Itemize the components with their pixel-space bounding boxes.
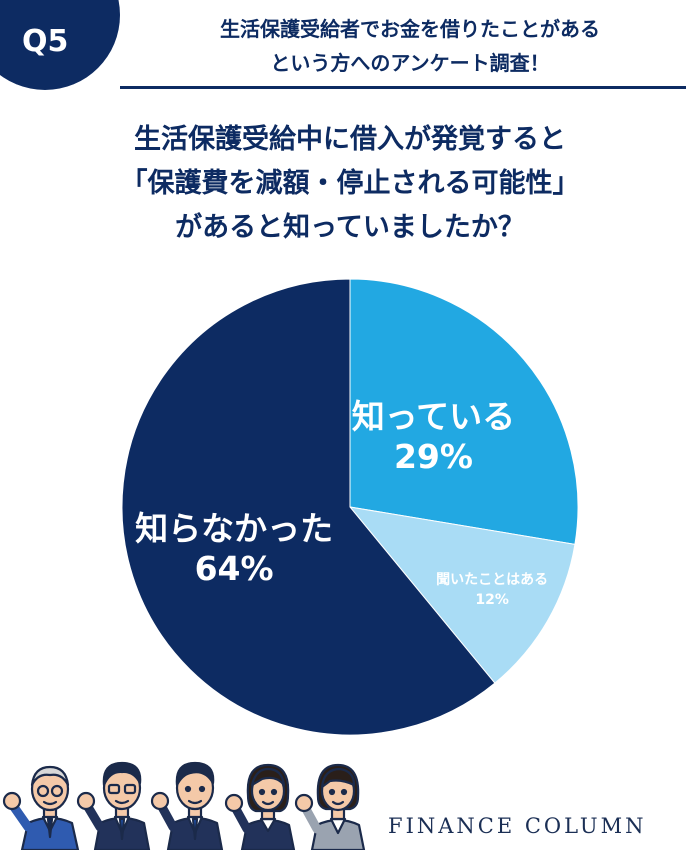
pie-slice-value-1: 29% (394, 437, 473, 476)
pie-slice-value-2: 12% (475, 592, 509, 608)
pie-slice-label-2: 聞いたことはある (436, 572, 548, 588)
pie-slice-2 (348, 506, 576, 684)
survey-title-line-2: という方へのアンケート調査！ (270, 51, 550, 75)
question-text: 生活保護受給中に借入が発覚すると 「保護費を減額・停止される可能性」 があると知… (0, 118, 700, 250)
question-line-3: があると知っていましたか？ (175, 212, 525, 243)
survey-title-line-1: 生活保護受給者でお金を借りたことがある (220, 17, 600, 41)
pie-slice-label-1: 知っている (352, 397, 515, 436)
question-line-2: 「保護費を減額・停止される可能性」 (120, 168, 580, 199)
pie-slice-3 (121, 278, 496, 736)
header-divider (120, 86, 686, 89)
person-2-icon (76, 761, 151, 850)
question-number: Q5 (22, 24, 69, 59)
pie-slice-1 (349, 278, 579, 545)
pie-slice-value-3: 64% (195, 549, 274, 588)
pie-slice-label-3: 知らなかった (135, 509, 333, 548)
person-5-icon (294, 763, 366, 850)
brand-logo-text: FINANCE COLUMN (388, 814, 647, 838)
survey-title: 生活保護受給者でお金を借りたことがある という方へのアンケート調査！ (120, 12, 700, 80)
question-line-1: 生活保護受給中に借入が発覚すると (134, 124, 566, 155)
person-3-icon (150, 761, 224, 850)
person-1-icon (2, 765, 80, 850)
person-4-icon (224, 763, 296, 850)
cheering-people-illustration (2, 761, 366, 850)
